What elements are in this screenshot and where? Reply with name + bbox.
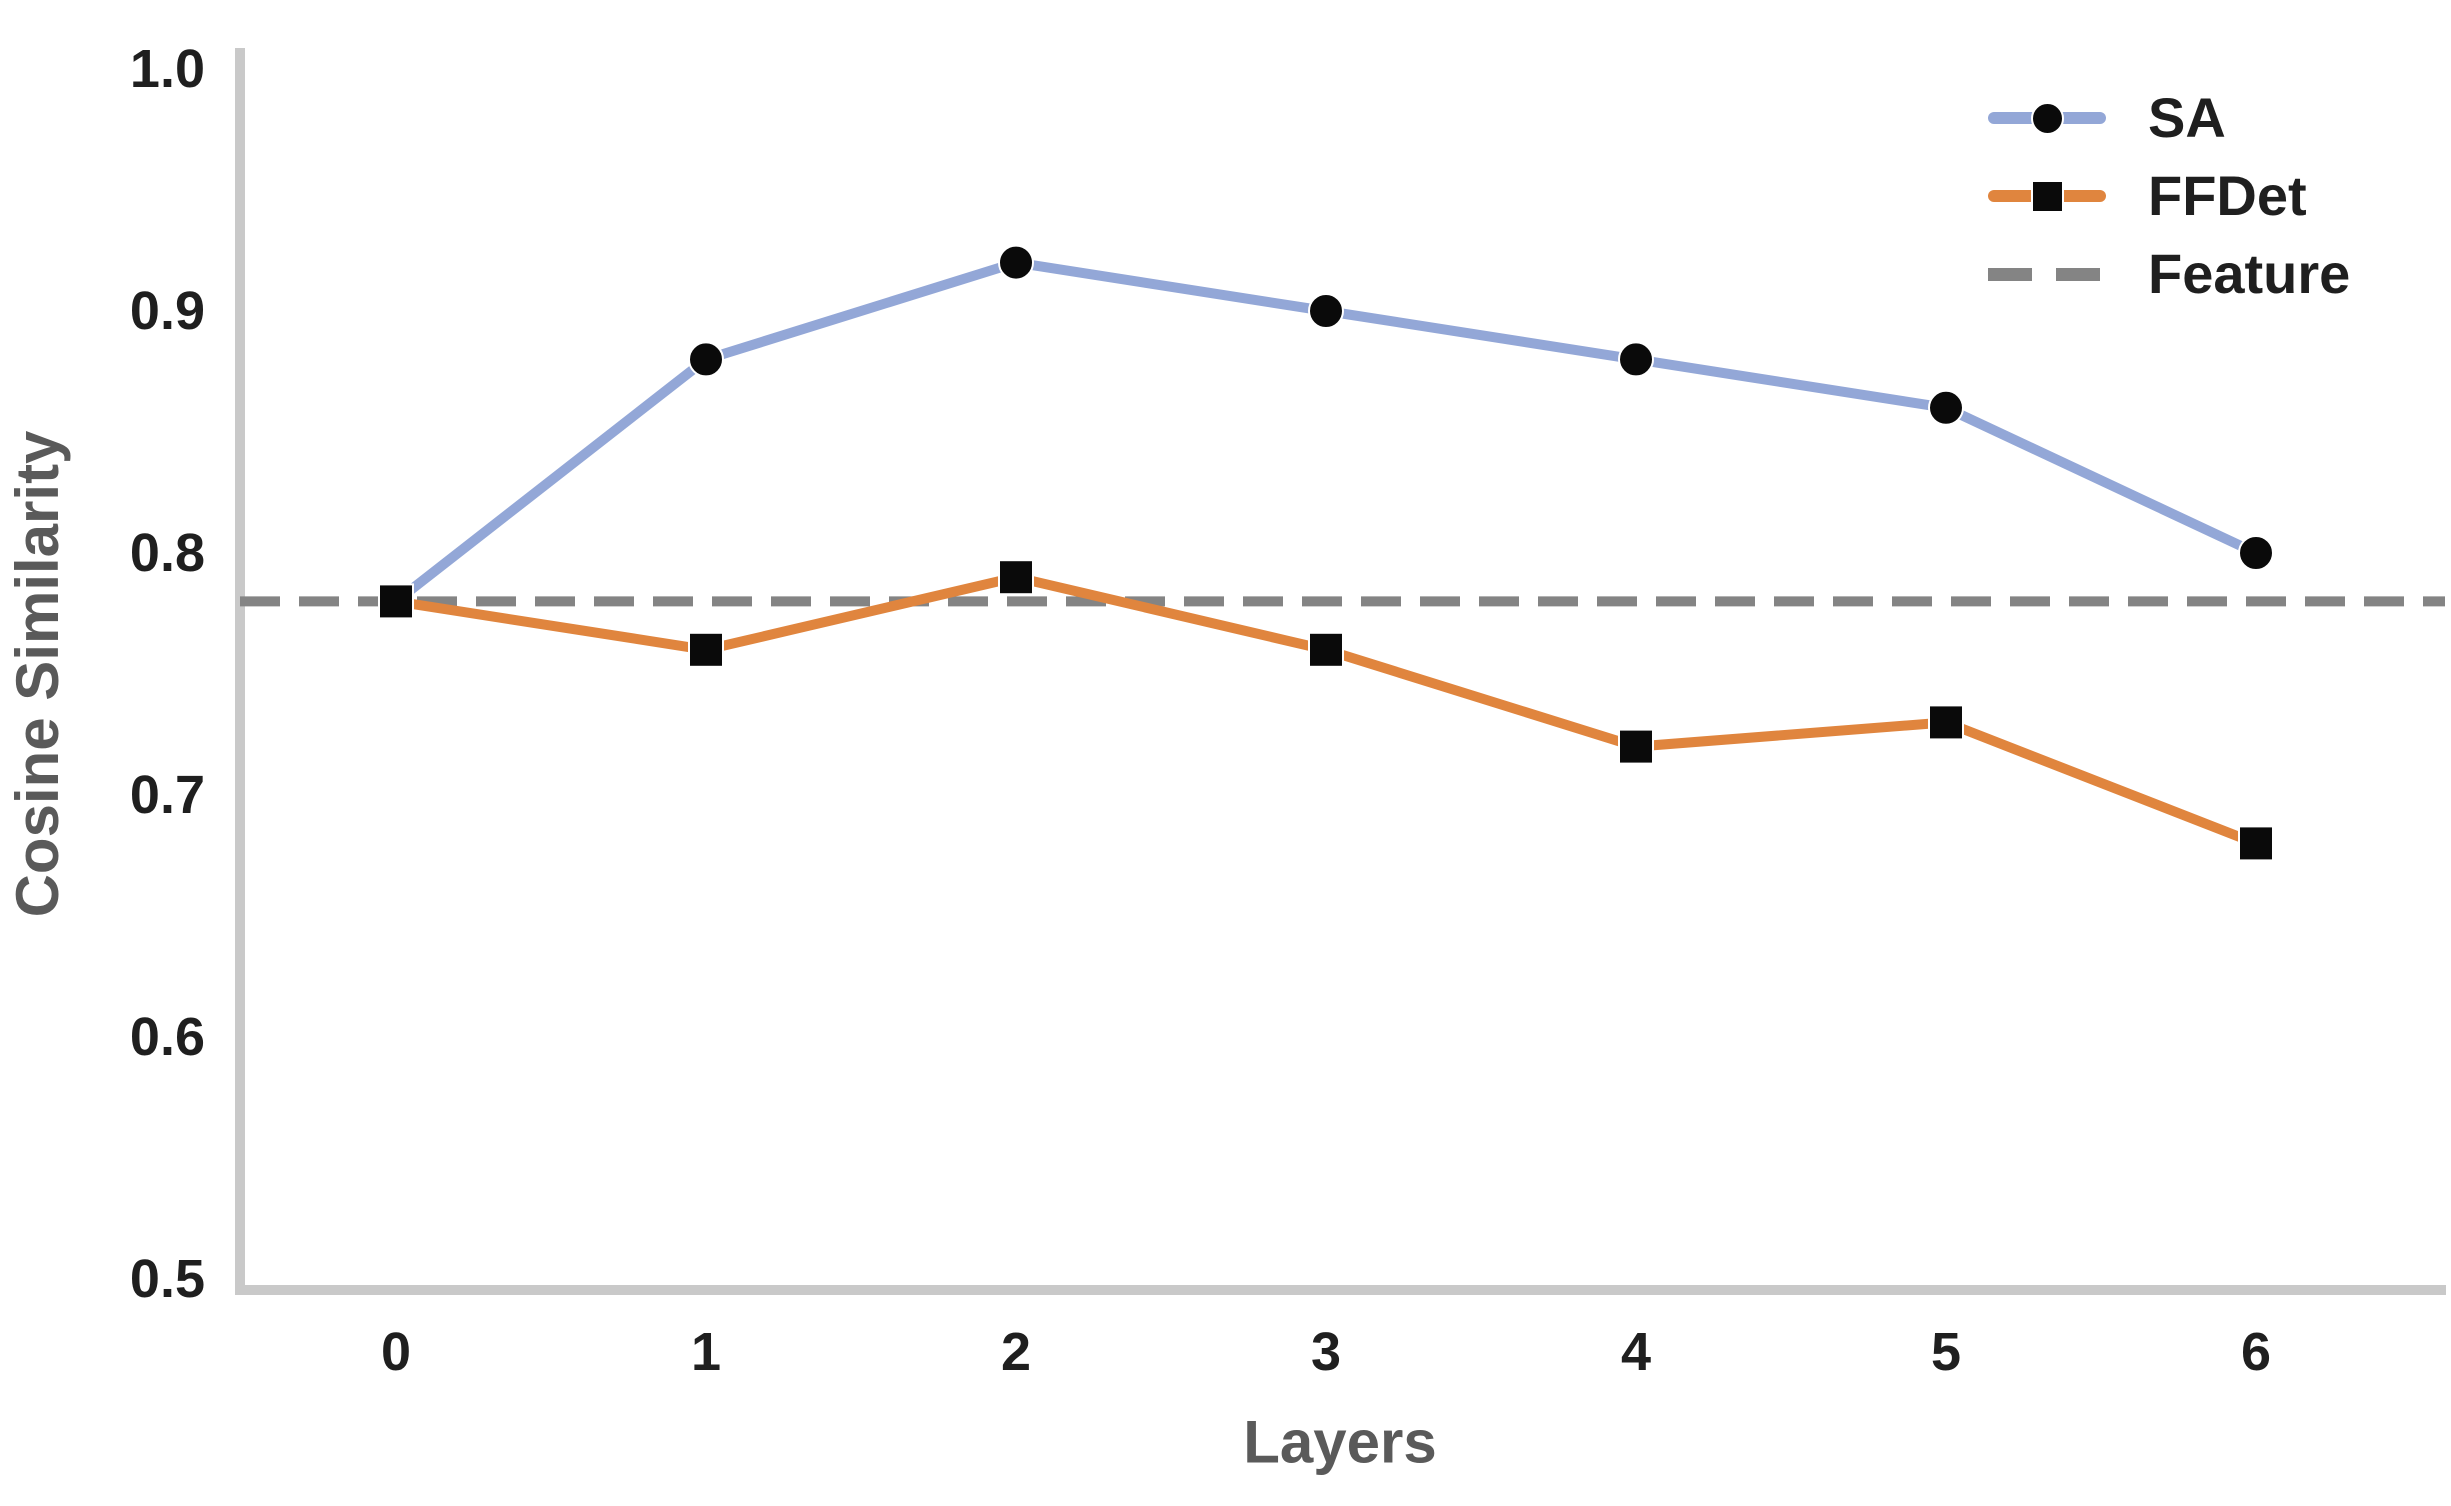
marker-ffdet-4 xyxy=(1618,728,1654,765)
series-line-ffdet xyxy=(391,572,2261,849)
y-tick-label-1.0: 1.0 xyxy=(130,39,205,99)
y-axis-title: Cosine Similarity xyxy=(4,430,71,917)
marker-sa-5 xyxy=(1928,389,1964,426)
x-axis-title: Layers xyxy=(1243,1409,1436,1476)
marker-sa-4 xyxy=(1618,341,1654,378)
marker-sa-3 xyxy=(1308,293,1344,329)
y-tick-label-0.7: 0.7 xyxy=(130,765,205,825)
x-tick-label-2: 2 xyxy=(1001,1322,1031,1382)
marker-sa-2 xyxy=(998,244,1034,281)
y-tick-label-0.8: 0.8 xyxy=(130,523,205,583)
legend-label-sa: SA xyxy=(2148,86,2226,149)
y-tick-label-0.5: 0.5 xyxy=(130,1249,205,1309)
circle-marker-icon xyxy=(2030,101,2064,135)
dash-icon xyxy=(1988,267,2032,281)
marker-ffdet-1 xyxy=(688,631,724,668)
x-tick-label-4: 4 xyxy=(1621,1322,1651,1382)
y-tick-label-0.6: 0.6 xyxy=(130,1007,205,1067)
legend-item-ffdet: FFDet xyxy=(1988,164,2350,228)
x-tick-label-6: 6 xyxy=(2241,1322,2271,1382)
x-tick-label-5: 5 xyxy=(1931,1322,1961,1382)
y-tick-label-0.9: 0.9 xyxy=(130,281,205,341)
square-marker-icon xyxy=(2030,179,2064,213)
legend-label-feature: Feature xyxy=(2148,242,2351,305)
legend-item-sa: SA xyxy=(1988,86,2350,150)
dash-icon xyxy=(2056,267,2100,281)
x-tick-label-1: 1 xyxy=(691,1322,721,1382)
legend-swatch-feature xyxy=(1988,256,2106,292)
x-tick-label-0: 0 xyxy=(381,1322,411,1382)
marker-ffdet-6 xyxy=(2238,825,2274,862)
marker-ffdet-3 xyxy=(1308,631,1344,668)
legend-swatch-sa xyxy=(1988,100,2106,136)
x-tick-label-3: 3 xyxy=(1311,1322,1341,1382)
marker-ffdet-0 xyxy=(378,583,414,620)
legend-item-feature: Feature xyxy=(1988,242,2350,306)
marker-sa-1 xyxy=(688,341,724,378)
marker-ffdet-5 xyxy=(1928,704,1964,741)
legend-swatch-ffdet xyxy=(1988,178,2106,214)
legend-label-ffdet: FFDet xyxy=(2148,164,2307,227)
legend: SA FFDet Feature xyxy=(1988,86,2350,306)
marker-sa-6 xyxy=(2238,535,2274,571)
marker-ffdet-2 xyxy=(998,559,1034,596)
